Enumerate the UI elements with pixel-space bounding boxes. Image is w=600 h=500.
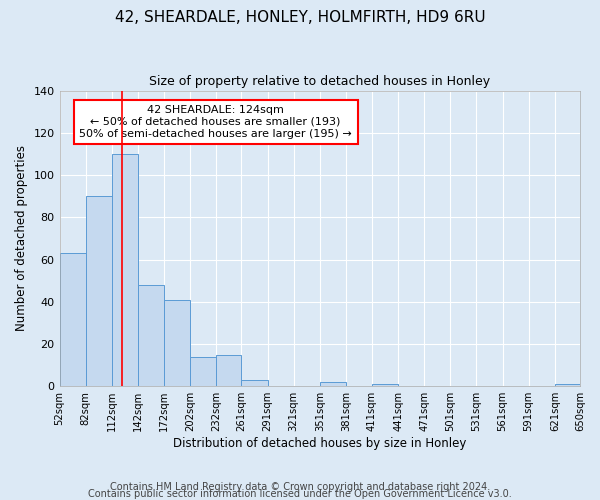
Bar [241, 380, 268, 386]
Bar [216, 354, 241, 386]
Bar [112, 154, 138, 386]
Bar [555, 384, 580, 386]
Text: 42, SHEARDALE, HONLEY, HOLMFIRTH, HD9 6RU: 42, SHEARDALE, HONLEY, HOLMFIRTH, HD9 6R… [115, 10, 485, 25]
X-axis label: Distribution of detached houses by size in Honley: Distribution of detached houses by size … [173, 437, 466, 450]
Text: Contains public sector information licensed under the Open Government Licence v3: Contains public sector information licen… [88, 489, 512, 499]
Text: 42 SHEARDALE: 124sqm
← 50% of detached houses are smaller (193)
50% of semi-deta: 42 SHEARDALE: 124sqm ← 50% of detached h… [79, 106, 352, 138]
Text: Contains HM Land Registry data © Crown copyright and database right 2024.: Contains HM Land Registry data © Crown c… [110, 482, 490, 492]
Bar [138, 285, 164, 386]
Bar [86, 196, 112, 386]
Bar [190, 356, 216, 386]
Title: Size of property relative to detached houses in Honley: Size of property relative to detached ho… [149, 75, 490, 88]
Bar [164, 300, 190, 386]
Bar [59, 253, 86, 386]
Y-axis label: Number of detached properties: Number of detached properties [15, 146, 28, 332]
Bar [320, 382, 346, 386]
Bar [372, 384, 398, 386]
